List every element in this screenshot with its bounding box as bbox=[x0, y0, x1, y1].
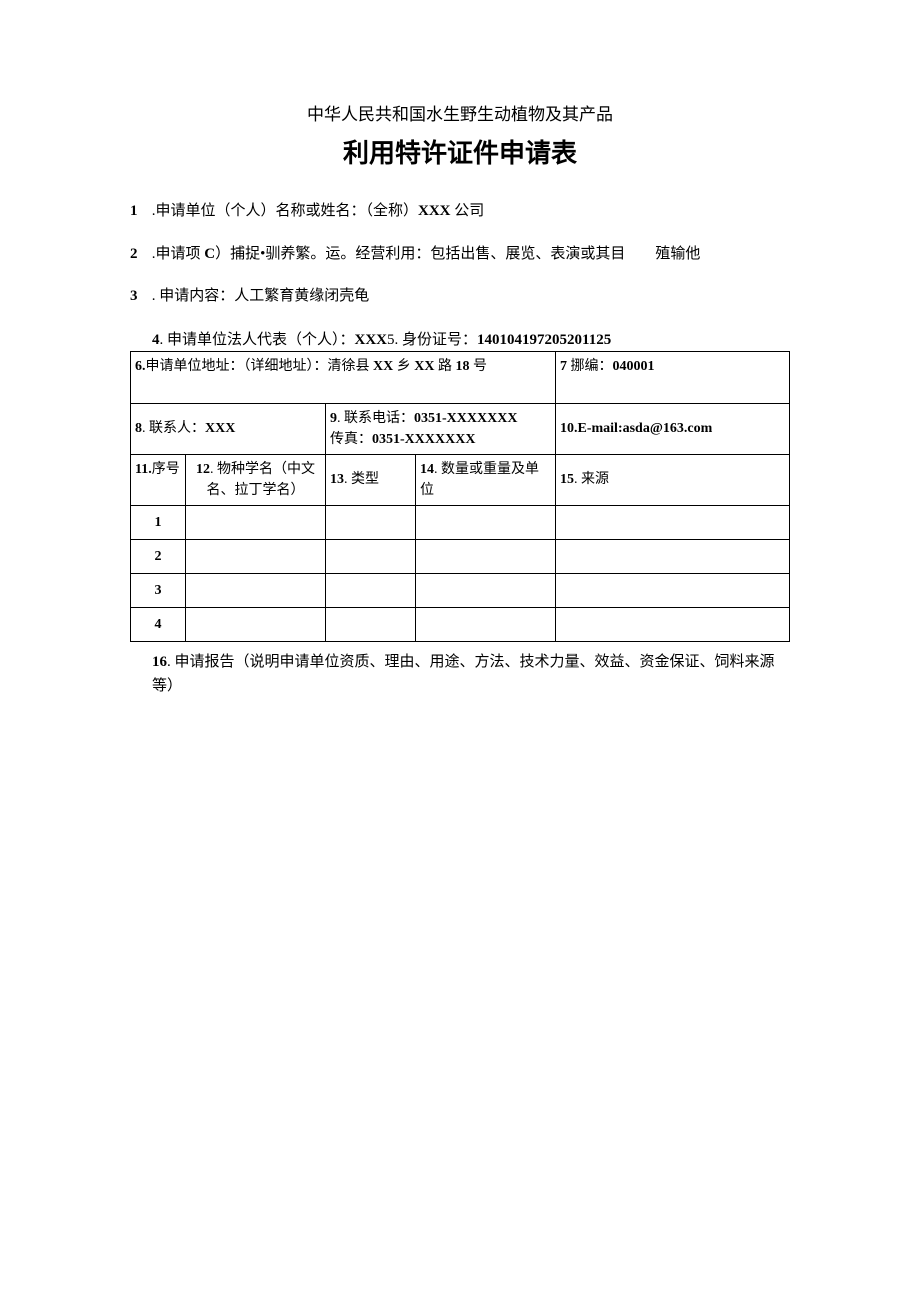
line4-idlabel: 5. 身份证号： bbox=[387, 332, 477, 348]
row9-phone: 0351-XXXXXXX bbox=[414, 411, 517, 426]
line-3: 3 . 申请内容：人工繁育黄缘闭壳龟 bbox=[130, 285, 790, 308]
doc-title: 利用特许证件申请表 bbox=[130, 133, 790, 170]
row8-val: XXX bbox=[205, 421, 235, 436]
cell-source bbox=[556, 505, 790, 539]
row6-col2val: 040001 bbox=[613, 359, 655, 374]
c13a: 13 bbox=[330, 472, 344, 487]
line-1: 1 .申请单位（个人）名称或姓名：（全称）XXX 公司 bbox=[130, 200, 790, 223]
cell-rownum: 4 bbox=[131, 607, 186, 641]
c15a: 15 bbox=[560, 472, 574, 487]
row6-suffix: 号 bbox=[469, 359, 487, 374]
c15b: . 来源 bbox=[574, 472, 609, 487]
cell-qty bbox=[416, 505, 556, 539]
row6-mid1: 乡 bbox=[393, 359, 414, 374]
table-row-6: 6.申请单位地址：（详细地址）：清徐县 XX 乡 XX 路 18 号 7 挪编：… bbox=[131, 351, 790, 403]
form-table: 6.申请单位地址：（详细地址）：清徐县 XX 乡 XX 路 18 号 7 挪编：… bbox=[130, 351, 790, 642]
row8-num: 8 bbox=[135, 421, 142, 436]
cell-rownum: 3 bbox=[131, 573, 186, 607]
row6-col2num: 7 bbox=[560, 359, 567, 374]
cell-source bbox=[556, 607, 790, 641]
line1-num: 1 bbox=[130, 200, 148, 223]
line3-text: . 申请内容：人工繁育黄缘闭壳龟 bbox=[148, 288, 369, 304]
c11a: 11. bbox=[135, 462, 152, 477]
cell-qty bbox=[416, 607, 556, 641]
cell-source bbox=[556, 539, 790, 573]
cell-species bbox=[186, 539, 326, 573]
row9-fax: 0351-XXXXXXX bbox=[372, 432, 475, 447]
line1-label: .申请单位（个人）名称或姓名：（全称） bbox=[148, 203, 418, 219]
cell-address: 6.申请单位地址：（详细地址）：清徐县 XX 乡 XX 路 18 号 bbox=[131, 351, 556, 403]
line4-label: . 申请单位法人代表（个人）： bbox=[160, 332, 355, 348]
line-2: 2 .申请项 C）捕捉•驯养繁。运。经营利用：包括出售、展览、表演或其目 殖输他 bbox=[130, 243, 790, 266]
cell-rownum: 1 bbox=[131, 505, 186, 539]
row6-xx2: XX bbox=[414, 359, 434, 374]
cell-postcode: 7 挪编：040001 bbox=[556, 351, 790, 403]
line4-num: 4 bbox=[152, 332, 160, 348]
cell-species bbox=[186, 573, 326, 607]
c11b: 序号 bbox=[152, 462, 180, 477]
col-15: 15. 来源 bbox=[556, 454, 790, 505]
cell-source bbox=[556, 573, 790, 607]
row6-label: 申请单位地址：（详细地址）：清徐县 bbox=[146, 359, 374, 374]
cell-type bbox=[326, 573, 416, 607]
c14a: 14 bbox=[420, 462, 434, 477]
row6-num: 6. bbox=[135, 359, 146, 374]
cell-species bbox=[186, 607, 326, 641]
row6-mid2: 路 bbox=[434, 359, 455, 374]
row8-label: . 联系人： bbox=[142, 421, 205, 436]
line2-label: .申请项 bbox=[148, 246, 204, 262]
doc-subtitle: 中华人民共和国水生野生动植物及其产品 bbox=[130, 100, 790, 125]
cell-type bbox=[326, 505, 416, 539]
table-row-headers: 11.序号 12. 物种学名（中文名、拉丁学名） 13. 类型 14. 数量或重… bbox=[131, 454, 790, 505]
row6-n18: 18 bbox=[455, 359, 469, 374]
table-row: 3 bbox=[131, 573, 790, 607]
row9-label2: 传真： bbox=[330, 432, 372, 447]
table-row-contact: 8. 联系人：XXX 9. 联系电话：0351-XXXXXXX 传真：0351-… bbox=[131, 403, 790, 454]
c12b: . 物种学名（中文名、拉丁学名） bbox=[207, 462, 316, 498]
cell-phone: 9. 联系电话：0351-XXXXXXX 传真：0351-XXXXXXX bbox=[326, 403, 556, 454]
c12a: 12 bbox=[196, 462, 210, 477]
col-11: 11.序号 bbox=[131, 454, 186, 505]
col-12: 12. 物种学名（中文名、拉丁学名） bbox=[186, 454, 326, 505]
line2-num: 2 bbox=[130, 243, 148, 266]
cell-email: 10.E-mail:asda@163.com bbox=[556, 403, 790, 454]
line1-suffix: 公司 bbox=[451, 203, 485, 219]
table-row: 4 bbox=[131, 607, 790, 641]
table-row: 2 bbox=[131, 539, 790, 573]
footer-num: 16 bbox=[152, 654, 167, 670]
cell-rownum: 2 bbox=[131, 539, 186, 573]
cell-type bbox=[326, 539, 416, 573]
cell-type bbox=[326, 607, 416, 641]
line1-value: XXX bbox=[418, 203, 451, 219]
row9-label1: . 联系电话： bbox=[337, 411, 414, 426]
footer-text-content: . 申请报告（说明申请单位资质、理由、用途、方法、技术力量、效益、资金保证、饲料… bbox=[152, 654, 775, 694]
col-14: 14. 数量或重量及单位 bbox=[416, 454, 556, 505]
line-4: 4. 申请单位法人代表（个人）：XXX5. 身份证号：1401041972052… bbox=[130, 328, 790, 349]
row6-col2label: 挪编： bbox=[567, 359, 613, 374]
line2-c: C bbox=[204, 246, 215, 262]
line3-num: 3 bbox=[130, 285, 148, 308]
row10-text: 10.E-mail:asda@163.com bbox=[560, 421, 712, 436]
col-13: 13. 类型 bbox=[326, 454, 416, 505]
row9-num: 9 bbox=[330, 411, 337, 426]
c14b: . 数量或重量及单位 bbox=[420, 462, 539, 498]
line4-rep: XXX bbox=[355, 332, 388, 348]
footer-16: 16. 申请报告（说明申请单位资质、理由、用途、方法、技术力量、效益、资金保证、… bbox=[130, 650, 790, 698]
line2-rest: ）捕捉•驯养繁。运。经营利用：包括出售、展览、表演或其目 殖输他 bbox=[215, 246, 700, 262]
line4-idnum: 140104197205201125 bbox=[477, 332, 611, 348]
cell-qty bbox=[416, 539, 556, 573]
cell-species bbox=[186, 505, 326, 539]
c13b: . 类型 bbox=[344, 472, 379, 487]
cell-qty bbox=[416, 573, 556, 607]
cell-contact: 8. 联系人：XXX bbox=[131, 403, 326, 454]
table-row: 1 bbox=[131, 505, 790, 539]
row6-xx1: XX bbox=[373, 359, 393, 374]
